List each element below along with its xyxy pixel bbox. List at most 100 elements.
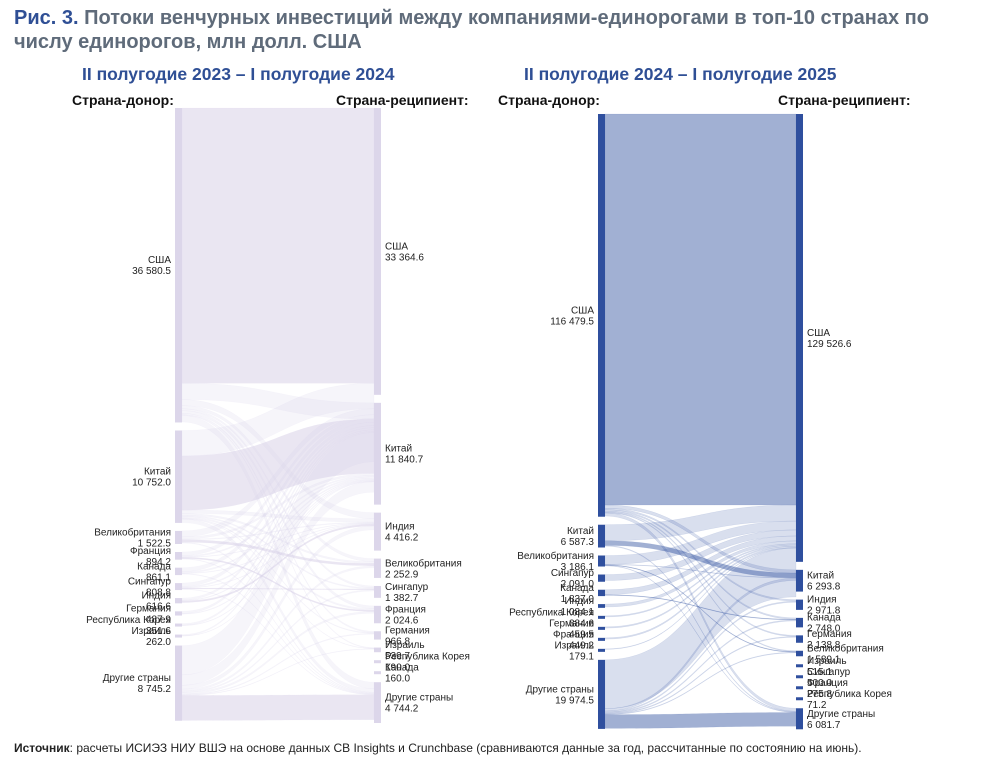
flow-1-другие-страны-to-сша bbox=[604, 547, 797, 709]
source-value-0-франция: 894.2 bbox=[146, 557, 171, 568]
target-value-0-франция: 2 024.6 bbox=[385, 616, 419, 627]
target-label-1-израиль: Израиль bbox=[807, 656, 847, 667]
target-value-0-республика-корея: 190.0 bbox=[385, 663, 410, 674]
source-label-1-индия: Индия bbox=[564, 596, 594, 607]
source-value-0-республика-корея: 351.6 bbox=[146, 626, 171, 637]
source-value-0-канада: 861.1 bbox=[146, 572, 171, 583]
target-value-1-республика-корея: 71.2 bbox=[807, 700, 827, 711]
target-label-1-великобритания: Великобритания bbox=[807, 643, 884, 655]
source-node-1-канада bbox=[598, 589, 605, 597]
flow-0-сша-to-сша bbox=[181, 107, 375, 384]
flow-1-сша-to-сша bbox=[604, 113, 797, 506]
source-node-1-китай bbox=[598, 524, 605, 548]
right-donor-header: Страна-донор: bbox=[498, 92, 600, 108]
target-value-0-индия: 4 416.2 bbox=[385, 533, 419, 544]
source-node-0-другие-страны bbox=[175, 645, 182, 721]
target-label-0-канада: Канада bbox=[385, 663, 419, 674]
target-value-0-сингапур: 1 382.7 bbox=[385, 593, 419, 604]
left-donor-header: Страна-донор: bbox=[72, 92, 174, 108]
source-label-0-израиль: Израиль bbox=[131, 626, 171, 637]
source-label-1-другие-страны: Другие страны bbox=[526, 684, 594, 695]
figure-label: Рис. 3. bbox=[14, 7, 79, 29]
source-label-0-франция: Франция bbox=[130, 546, 171, 557]
target-node-1-сингапур bbox=[796, 675, 803, 679]
source-node-0-республика-корея bbox=[175, 623, 182, 627]
target-node-0-индия bbox=[374, 512, 381, 551]
target-node-0-республика-корея bbox=[374, 660, 381, 664]
target-label-1-франция: Франция bbox=[807, 678, 848, 689]
source-label-0-канада: Канада bbox=[137, 561, 171, 572]
flow-0-другие-страны-to-другие-страны bbox=[181, 694, 375, 721]
target-value-0-канада: 160.0 bbox=[385, 674, 410, 685]
target-label-0-сша: США bbox=[385, 241, 408, 252]
target-label-1-германия: Германия bbox=[807, 629, 852, 640]
source-label-1-германия: Германия bbox=[549, 618, 594, 629]
target-label-1-индия: Индия bbox=[807, 595, 837, 606]
source-value-1-германия: 459.5 bbox=[569, 629, 594, 640]
source-node-1-великобритания bbox=[598, 555, 605, 567]
target-node-1-республика-корея bbox=[796, 697, 803, 701]
right-recipient-header: Страна-реципиент: bbox=[778, 92, 911, 108]
source-label-0-другие-страны: Другие страны bbox=[103, 673, 171, 684]
source-label-1-китай: Китай bbox=[567, 526, 594, 537]
source-label-0-индия: Индия bbox=[141, 591, 171, 602]
source-node-0-израиль bbox=[175, 634, 182, 638]
source-value-1-сингапур: 2 091.0 bbox=[561, 579, 595, 590]
target-node-0-великобритания bbox=[374, 558, 381, 578]
target-value-0-великобритания: 2 252.9 bbox=[385, 569, 419, 580]
source-value-0-сша: 36 580.5 bbox=[132, 266, 171, 277]
target-value-1-индия: 2 971.8 bbox=[807, 606, 841, 617]
target-value-0-сша: 33 364.6 bbox=[385, 252, 424, 263]
source-node-1-германия bbox=[598, 626, 605, 630]
source-value-1-канада: 1 837.0 bbox=[561, 594, 595, 605]
source-value-1-другие-страны: 19 974.5 bbox=[555, 695, 594, 706]
source-label-0-республика-корея: Республика Корея bbox=[86, 614, 171, 626]
target-label-1-республика-корея: Республика Корея bbox=[807, 688, 892, 700]
source-value-1-сша: 116 479.5 bbox=[550, 316, 594, 327]
target-node-1-канада bbox=[796, 617, 803, 628]
target-node-0-сша bbox=[374, 108, 381, 395]
source-value-1-великобритания: 3 186.1 bbox=[561, 562, 595, 573]
figure-title-text: Потоки венчурных инвестиций между компан… bbox=[14, 7, 929, 53]
target-label-0-франция: Франция bbox=[385, 605, 426, 616]
target-value-0-израиль: 539.7 bbox=[385, 651, 410, 662]
target-label-0-другие-страны: Другие страны bbox=[385, 693, 453, 704]
target-node-0-другие-страны bbox=[374, 682, 381, 723]
source-note: Источник: расчеты ИСИЭЗ НИУ ВШЭ на основ… bbox=[14, 741, 862, 755]
source-text: : расчеты ИСИЭЗ НИУ ВШЭ на основе данных… bbox=[69, 741, 862, 755]
source-node-0-индия bbox=[175, 598, 182, 604]
source-node-1-республика-корея bbox=[598, 615, 605, 619]
target-value-1-сша: 129 526.6 bbox=[807, 339, 852, 350]
source-value-0-другие-страны: 8 745.2 bbox=[138, 684, 172, 695]
source-value-1-республика-корея: 384.6 bbox=[569, 618, 594, 629]
source-node-0-великобритания bbox=[175, 530, 182, 545]
source-label: Источник bbox=[14, 741, 70, 755]
target-value-1-франция: 275.8 bbox=[807, 689, 832, 700]
source-value-0-китай: 10 752.0 bbox=[132, 478, 171, 489]
target-node-0-канада bbox=[374, 671, 381, 675]
target-label-0-сингапур: Сингапур bbox=[385, 582, 429, 593]
target-value-1-великобритания: 1 589.1 bbox=[807, 655, 841, 666]
target-node-0-китай bbox=[374, 402, 381, 505]
target-label-0-индия: Индия bbox=[385, 522, 415, 533]
source-node-0-германия bbox=[175, 611, 182, 616]
source-node-0-канада bbox=[175, 567, 182, 576]
source-label-1-канада: Канада bbox=[560, 583, 594, 594]
figure-title: Рис. 3. Потоки венчурных инвестиций межд… bbox=[14, 6, 974, 54]
target-node-1-другие-страны bbox=[796, 708, 803, 730]
target-node-1-индия bbox=[796, 599, 803, 610]
source-label-1-республика-корея: Республика Корея bbox=[509, 606, 594, 618]
source-node-0-сингапур bbox=[175, 583, 182, 591]
target-label-0-великобритания: Великобритания bbox=[385, 557, 462, 569]
source-label-1-израиль: Израиль bbox=[554, 640, 594, 651]
target-node-0-франция bbox=[374, 605, 381, 624]
target-label-0-израиль: Израиль bbox=[385, 640, 425, 651]
target-value-0-другие-страны: 4 744.2 bbox=[385, 704, 419, 715]
source-value-1-китай: 6 587.3 bbox=[561, 537, 595, 548]
source-node-1-франция bbox=[598, 637, 605, 641]
target-label-1-другие-страны: Другие страны bbox=[807, 709, 875, 720]
source-label-0-великобритания: Великобритания bbox=[94, 526, 171, 538]
source-value-0-германия: 487.9 bbox=[146, 614, 171, 625]
left-recipient-header: Страна-реципиент: bbox=[336, 92, 469, 108]
